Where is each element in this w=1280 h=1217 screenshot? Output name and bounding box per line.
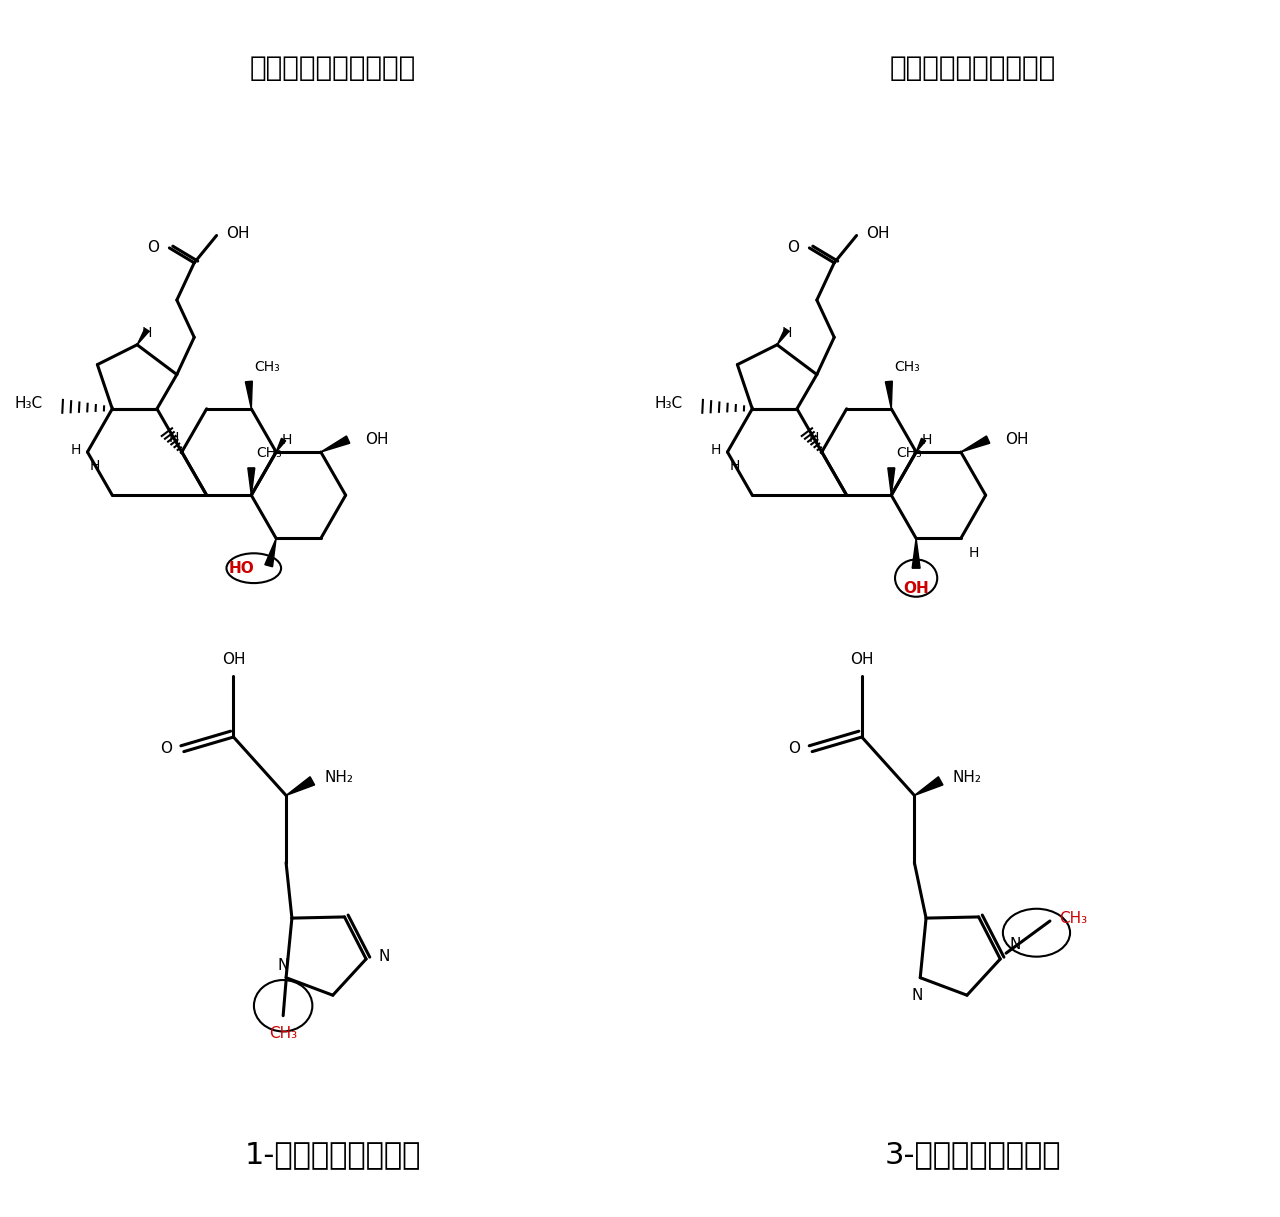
- Text: O: O: [160, 741, 172, 756]
- Text: NH₂: NH₂: [952, 770, 982, 785]
- Polygon shape: [777, 329, 788, 344]
- Polygon shape: [886, 381, 892, 409]
- Text: H: H: [169, 431, 179, 444]
- Text: OH: OH: [1006, 432, 1029, 447]
- Text: OH: OH: [366, 432, 389, 447]
- Text: OH: OH: [867, 225, 890, 241]
- Polygon shape: [285, 776, 315, 796]
- Text: H: H: [922, 433, 932, 447]
- Polygon shape: [137, 329, 148, 344]
- Text: N: N: [278, 958, 289, 974]
- Text: H: H: [730, 460, 740, 473]
- Polygon shape: [914, 776, 943, 796]
- Polygon shape: [265, 538, 276, 567]
- Text: O: O: [788, 741, 800, 756]
- Polygon shape: [248, 467, 255, 495]
- Text: OH: OH: [904, 581, 929, 595]
- Text: OH: OH: [221, 652, 246, 667]
- Text: CH₃: CH₃: [256, 447, 282, 460]
- Text: OH: OH: [227, 225, 250, 241]
- Text: CH₃: CH₃: [893, 360, 919, 374]
- Text: H: H: [809, 431, 819, 444]
- Text: N: N: [911, 988, 923, 1003]
- Text: N: N: [1009, 937, 1020, 952]
- Text: H: H: [142, 326, 152, 340]
- Text: O: O: [147, 241, 160, 256]
- Text: CH₃: CH₃: [1059, 910, 1087, 926]
- Text: ヒオデオキシコール酸: ヒオデオキシコール酸: [890, 54, 1056, 82]
- Text: H: H: [72, 443, 82, 456]
- Text: H: H: [782, 326, 792, 340]
- Text: 1-メチルヒスチジン: 1-メチルヒスチジン: [244, 1140, 421, 1170]
- Text: H: H: [968, 546, 979, 560]
- Polygon shape: [913, 538, 920, 568]
- Text: OH: OH: [850, 652, 873, 667]
- Text: N: N: [379, 948, 390, 964]
- Text: H₃C: H₃C: [654, 397, 682, 411]
- Text: CH₃: CH₃: [253, 360, 279, 374]
- Polygon shape: [276, 438, 285, 452]
- Text: H: H: [712, 443, 722, 456]
- Polygon shape: [888, 467, 895, 495]
- Text: H₃C: H₃C: [14, 397, 42, 411]
- Text: H: H: [90, 460, 100, 473]
- Polygon shape: [321, 436, 349, 452]
- Text: CH₃: CH₃: [896, 447, 922, 460]
- Text: H: H: [282, 433, 292, 447]
- Text: NH₂: NH₂: [324, 770, 353, 785]
- Polygon shape: [246, 381, 252, 409]
- Text: 3-メチルヒスチジン: 3-メチルヒスチジン: [884, 1140, 1061, 1170]
- Polygon shape: [916, 438, 925, 452]
- Text: CH₃: CH₃: [269, 1026, 297, 1042]
- Text: HO: HO: [229, 561, 255, 576]
- Text: ケノデオキシコール酸: ケノデオキシコール酸: [250, 54, 416, 82]
- Polygon shape: [961, 436, 989, 452]
- Text: O: O: [787, 241, 800, 256]
